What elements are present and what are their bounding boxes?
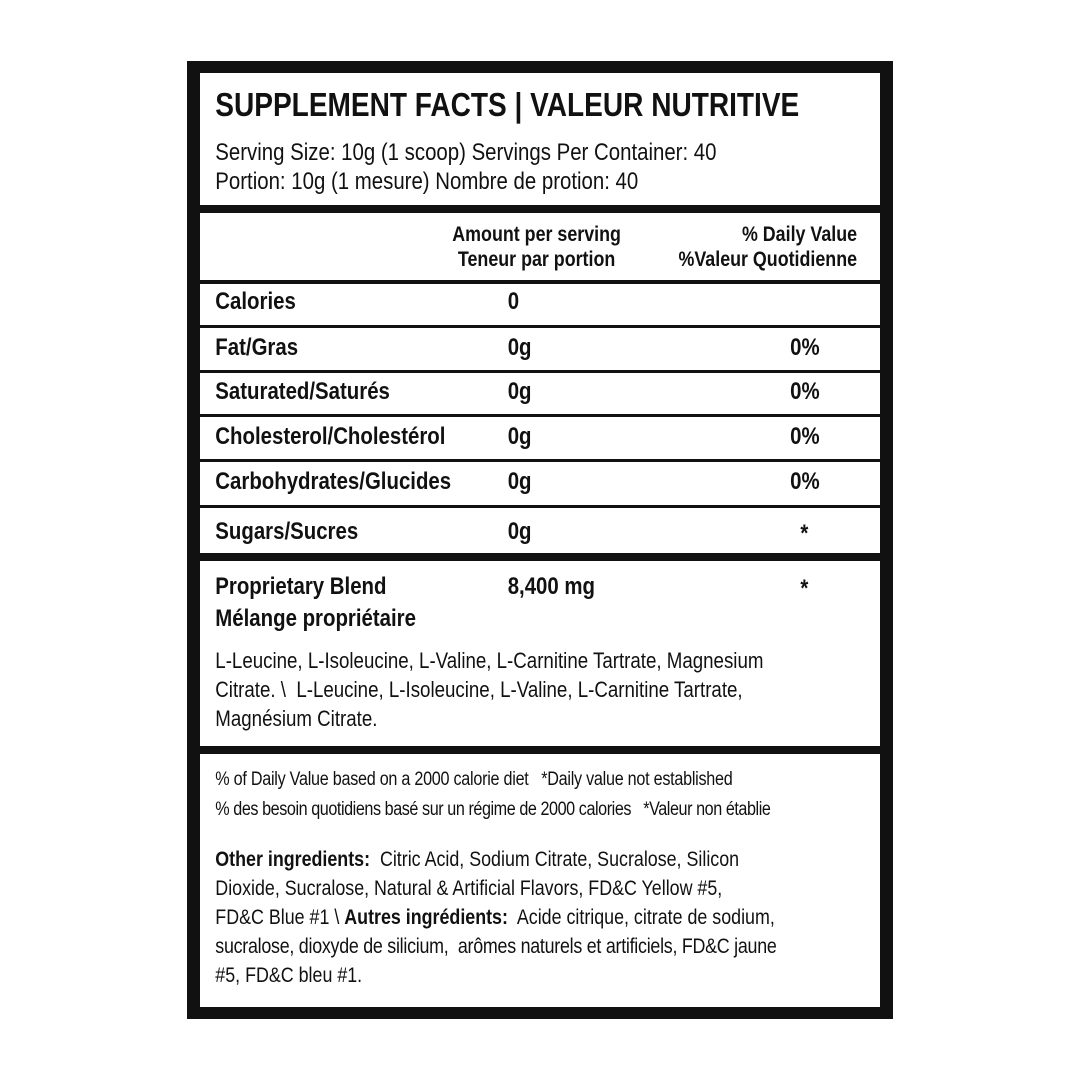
row-dv-fat: 0% [790, 334, 820, 361]
row-label-calories: Calories [215, 288, 296, 315]
footnote-fr: % des besoin quotidiens basé sur un régi… [215, 799, 771, 820]
other-ingredients-text: Citric Acid, Sodium Citrate, Sucralose, … [370, 848, 740, 871]
supplement-facts-label: SUPPLEMENT FACTS | VALEUR NUTRITIVE Serv… [200, 0, 880, 1080]
row-amount-sugars: 0g [507, 518, 532, 545]
blend-ingredients-line: Magnésium Citrate. [215, 706, 378, 731]
row-label-fat: Fat/Gras [215, 334, 299, 361]
dv-header-en: % Daily Value [741, 223, 858, 246]
row-amount-saturated: 0g [507, 378, 532, 405]
row-dv-sugars: * [800, 520, 809, 547]
row-label-cholesterol: Cholesterol/Cholestérol [215, 423, 446, 450]
footnote-en: % of Daily Value based on a 2000 calorie… [215, 769, 733, 790]
other-ingredients-line: #5, FD&C bleu #1. [215, 964, 363, 987]
blend-dv: * [800, 575, 809, 602]
amount-header-en: Amount per serving [452, 223, 621, 246]
row-divider [200, 280, 880, 284]
row-divider [200, 325, 880, 328]
blend-panel [200, 561, 880, 746]
blend-ingredients-line: L-Leucine, L-Isoleucine, L-Valine, L-Car… [215, 648, 764, 673]
row-divider [200, 370, 880, 373]
dv-header-fr: %Valeur Quotidienne [678, 248, 858, 271]
blend-ingredients-line: Citrate. \ L-Leucine, L-Isoleucine, L-Va… [215, 677, 743, 702]
label-title: SUPPLEMENT FACTS | VALEUR NUTRITIVE [215, 86, 800, 123]
other-ingredients-text: FD&C Blue #1 \ [215, 906, 345, 929]
row-amount-carbohydrates: 0g [507, 468, 532, 495]
autres-ingredients-label: Autres ingrédients: [344, 906, 508, 929]
serving-size-fr: Portion: 10g (1 mesure) Nombre de protio… [215, 168, 639, 195]
blend-label-en: Proprietary Blend [215, 573, 387, 600]
serving-size-en: Serving Size: 10g (1 scoop) Servings Per… [215, 139, 717, 166]
row-dv-cholesterol: 0% [790, 423, 820, 450]
row-label-carbohydrates: Carbohydrates/Glucides [215, 468, 452, 495]
row-label-sugars: Sugars/Sucres [215, 518, 359, 545]
row-divider [200, 505, 880, 508]
row-label-saturated: Saturated/Saturés [215, 378, 390, 405]
row-dv-saturated: 0% [790, 378, 820, 405]
row-divider [200, 414, 880, 417]
blend-amount: 8,400 mg [507, 573, 596, 600]
other-ingredients-label: Other ingredients: [215, 848, 371, 871]
nutrient-panel [200, 213, 880, 553]
other-ingredients-line: FD&C Blue #1 \ Autres ingrédients: Acide… [215, 903, 775, 933]
amount-header-fr: Teneur par portion [457, 248, 616, 271]
autres-ingredients-text: Acide citrique, citrate de sodium, [507, 906, 775, 929]
row-amount-calories: 0 [507, 288, 520, 315]
title-panel [200, 73, 880, 205]
row-amount-cholesterol: 0g [507, 423, 532, 450]
row-divider [200, 459, 880, 462]
other-ingredients-line: sucralose, dioxyde de silicium, arômes n… [215, 935, 777, 958]
row-dv-carbohydrates: 0% [790, 468, 820, 495]
footnote-panel [200, 754, 880, 1007]
other-ingredients-line: Other ingredients: Citric Acid, Sodium C… [215, 845, 739, 875]
blend-label-fr: Mélange propriétaire [215, 605, 416, 632]
row-amount-fat: 0g [507, 334, 532, 361]
other-ingredients-line: Dioxide, Sucralose, Natural & Artificial… [215, 877, 723, 900]
